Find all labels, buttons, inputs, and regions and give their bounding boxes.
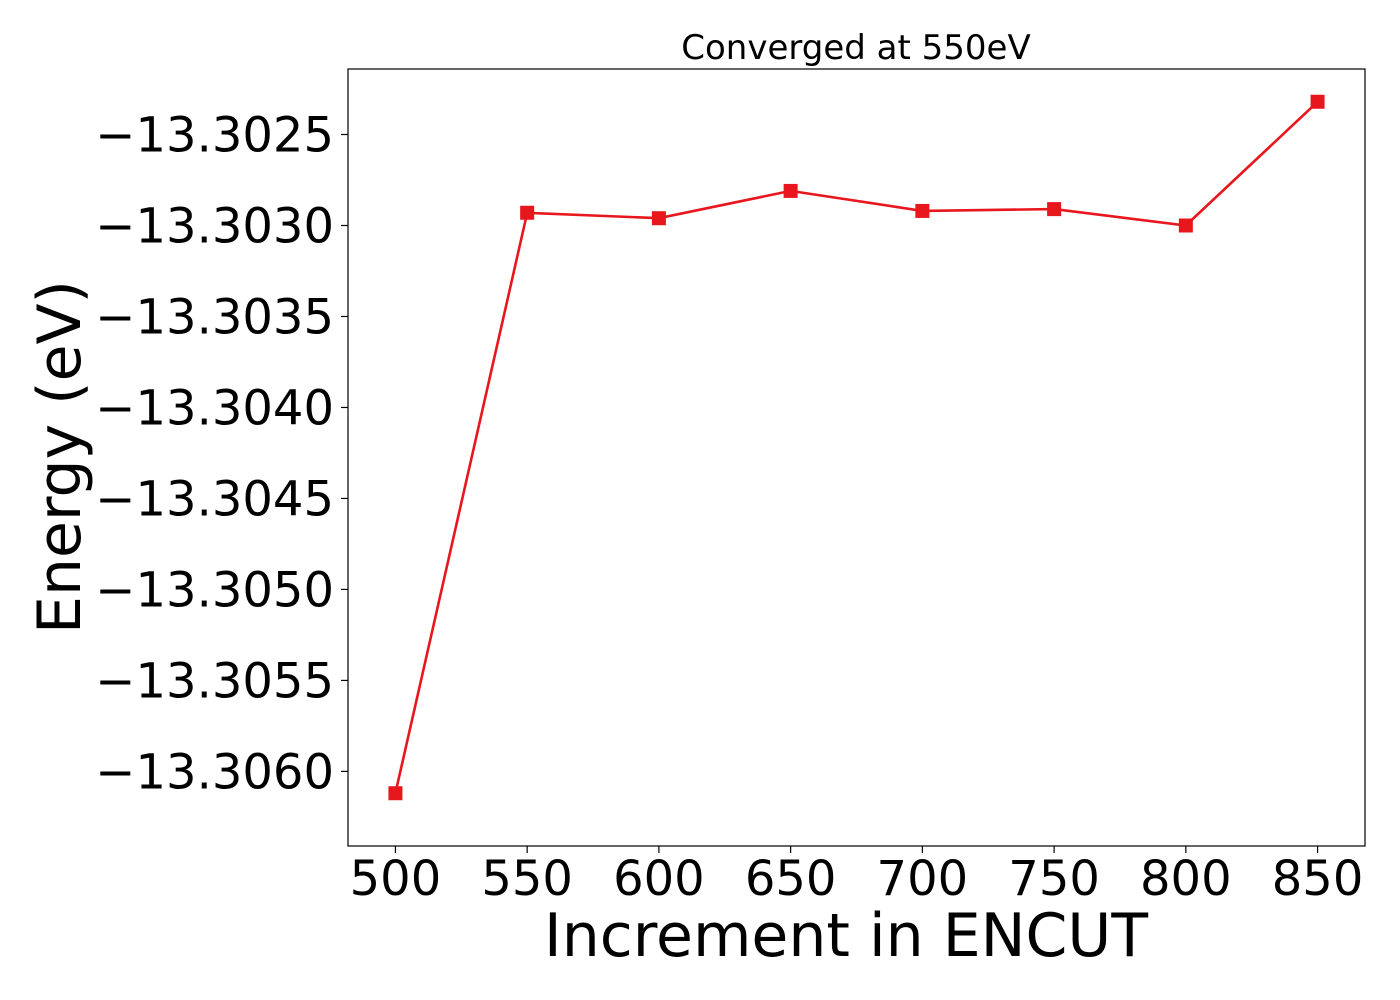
series-line (394, 100, 1319, 794)
y-tick-label: −13.3025 (95, 108, 334, 164)
y-tick-label: −13.3055 (95, 653, 334, 709)
x-tick-label: 600 (613, 851, 705, 907)
x-axis: 500 550 600 650 700 750 800 850 (350, 846, 1364, 907)
y-tick-label: −13.3060 (95, 744, 334, 800)
x-tick-label: 700 (877, 851, 969, 907)
y-tick-label: −13.3040 (95, 380, 334, 436)
data-point-marker (651, 211, 666, 226)
data-point-marker (388, 786, 403, 801)
data-point-marker (520, 205, 535, 220)
y-tick-label: −13.3050 (95, 562, 334, 618)
data-point-marker (783, 183, 798, 198)
x-axis-label: Increment in ENCUT (544, 901, 1148, 971)
y-tick-label: −13.3030 (95, 198, 334, 254)
data-series-layer (388, 94, 1325, 801)
data-point-marker (1310, 94, 1325, 109)
plot-area (347, 68, 1366, 847)
data-point-marker (1047, 202, 1062, 217)
x-tick-label: 850 (1272, 851, 1364, 907)
y-tick-label: −13.3045 (95, 471, 334, 527)
chart-title: Converged at 550eV (681, 28, 1030, 68)
y-tick-label: −13.3035 (95, 289, 334, 345)
x-tick-label: 650 (745, 851, 837, 907)
x-tick-label: 550 (481, 851, 573, 907)
x-tick-label: 750 (1008, 851, 1100, 907)
y-axis: −13.3025 −13.3030 −13.3035 −13.3040 −13.3045… (95, 108, 348, 800)
plot-frame (347, 68, 1366, 847)
data-point-marker (1178, 218, 1193, 233)
x-tick-label: 800 (1140, 851, 1232, 907)
y-axis-label: Energy (eV) (25, 280, 95, 634)
data-point-marker (915, 203, 930, 218)
x-tick-label: 500 (350, 851, 442, 907)
